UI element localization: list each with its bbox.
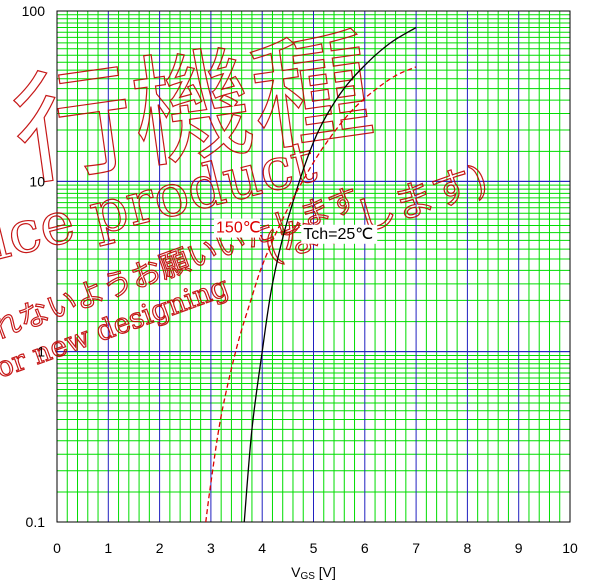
annotations: 150℃ Tch=25℃ <box>214 218 378 244</box>
y-tick-label: 100 <box>22 3 46 19</box>
y-tick-label: 10 <box>29 173 45 189</box>
x-axis-label-sub: GS <box>300 571 315 582</box>
x-tick-label: 10 <box>562 540 578 556</box>
x-tick-label: 6 <box>361 540 369 556</box>
series-25c-line <box>243 26 417 523</box>
plot-frame <box>56 10 571 523</box>
series <box>205 26 417 523</box>
x-tick-label: 1 <box>104 540 112 556</box>
y-tick-label: 1 <box>37 344 45 360</box>
annotation-bg <box>214 218 261 238</box>
y-tick-label: 0.1 <box>26 514 46 530</box>
x-tick-label: 5 <box>310 540 318 556</box>
x-tick-label: 2 <box>156 540 164 556</box>
x-tick-label: 0 <box>53 540 61 556</box>
x-tick-label: 9 <box>515 540 523 556</box>
annotation-150c: 150℃ <box>216 220 261 237</box>
series-150c-line <box>205 66 417 523</box>
x-axis-label: VGS [V] <box>291 564 336 582</box>
annotation-tch-25c: Tch=25℃ <box>303 226 373 243</box>
x-tick-labels: 0 1 2 3 4 5 6 7 8 9 10 <box>53 540 578 556</box>
y-tick-labels: 0.1 1 10 100 <box>22 3 46 530</box>
annotation-bg <box>301 224 378 244</box>
x-axis-label-main: V <box>291 564 301 580</box>
x-tick-label: 8 <box>464 540 472 556</box>
x-tick-label: 7 <box>412 540 420 556</box>
x-axis-label-unit: [V] <box>315 564 336 580</box>
x-tick-label: 3 <box>207 540 215 556</box>
x-tick-label: 4 <box>258 540 266 556</box>
